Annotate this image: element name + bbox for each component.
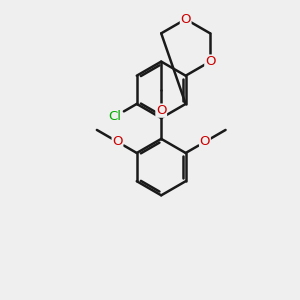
- Text: O: O: [200, 135, 210, 148]
- Text: O: O: [180, 13, 191, 26]
- Text: Cl: Cl: [108, 110, 122, 123]
- Text: O: O: [112, 135, 123, 148]
- Text: O: O: [205, 55, 215, 68]
- Text: O: O: [156, 104, 166, 117]
